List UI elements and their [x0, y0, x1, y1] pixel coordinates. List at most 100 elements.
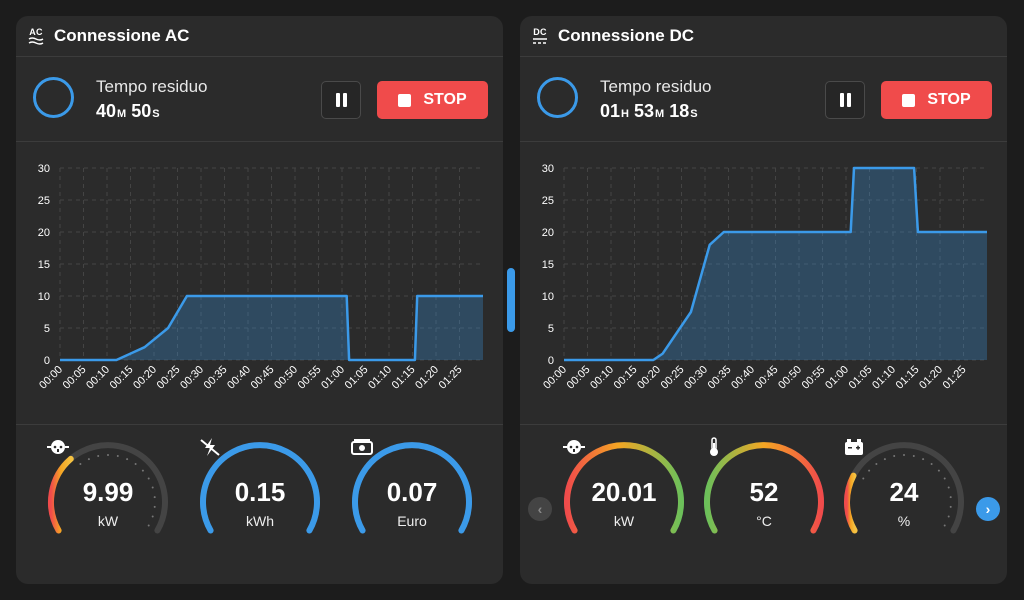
ac-chart-xtick-label: 00:45 — [249, 364, 277, 392]
ac-stop-button[interactable]: STOP — [377, 81, 488, 119]
dc-gauges: ‹ 20.01 kW 52 °C 24 % › — [520, 425, 1007, 584]
dc-icon: DC — [533, 26, 547, 44]
ac-panel: AC Connessione AC Tempo residuo 40M 50S S… — [16, 16, 503, 584]
ac-cost-gauge: 0.07 Euro — [347, 437, 477, 577]
dc-chart-ytick-label: 15 — [542, 259, 554, 271]
ac-seconds-unit: S — [152, 108, 160, 120]
dc-gauge-tick — [937, 469, 940, 472]
dc-chart-xtick-label: 00:45 — [753, 364, 781, 392]
dc-hours-unit: H — [621, 108, 629, 120]
ac-chart-ytick-label: 20 — [38, 227, 50, 239]
ac-gauge-tick — [153, 496, 156, 499]
ac-gauge-tick — [116, 455, 119, 457]
ac-gauge-tick — [151, 515, 154, 518]
dc-seconds: 18 — [669, 101, 690, 121]
ac-gauge-fill — [352, 442, 472, 534]
dc-power-gauge: 20.01 kW — [559, 437, 689, 577]
dc-chart-xtick-label: 01:10 — [870, 364, 898, 392]
plug-icon — [47, 440, 69, 454]
dc-minutes-unit: M — [655, 108, 665, 120]
ac-chart-xtick-label: 00:35 — [202, 364, 230, 392]
pause-icon — [839, 93, 844, 107]
ac-gauge-tick — [87, 458, 90, 461]
gauges-next-button[interactable]: › — [976, 497, 1000, 521]
ac-gauge-fill — [48, 455, 74, 534]
ac-chart-series-line — [60, 294, 483, 362]
ac-chart-xtick-label: 00:25 — [155, 364, 183, 392]
ac-gauge-tick — [141, 469, 144, 472]
ac-chart-xtick-label: 01:05 — [343, 364, 371, 392]
dc-panel: DC Connessione DC Tempo residuo 01H 53M 18… — [520, 16, 1007, 584]
dc-gauge-tick — [883, 458, 886, 461]
dc-power-unit: kW — [613, 513, 635, 529]
dc-temperature-gauge: 52 °C — [699, 437, 829, 577]
dc-header: DC Connessione DC — [520, 16, 1007, 57]
dc-gauge-tick — [947, 486, 950, 489]
ac-gauge-tick — [107, 454, 109, 456]
dc-chart-xtick-label: 00:00 — [541, 364, 569, 392]
ac-seconds: 50 — [131, 101, 152, 121]
dc-battery-gauge: 24 % — [839, 437, 969, 577]
ac-gauge-tick — [126, 458, 129, 461]
ac-header: AC Connessione AC — [16, 16, 503, 57]
dc-chart-xtick-label: 00:30 — [682, 364, 710, 392]
dc-chart-ytick-label: 0 — [548, 355, 554, 367]
dc-timer-value: 01H 53M 18S — [600, 101, 703, 122]
dc-chart: 0 5 10 15 20 25 30 00:00 00:05 00:10 00:15 00:20 00:… — [520, 142, 1007, 425]
dc-timer-ring — [537, 77, 578, 118]
ac-chart-xtick-label: 00:50 — [272, 364, 300, 392]
dc-gauge-tick — [949, 505, 952, 508]
dc-stop-label: STOP — [927, 91, 971, 108]
ac-chart-xtick-label: 00:10 — [84, 364, 112, 392]
dc-gauge-tick — [912, 455, 915, 457]
dc-gauge-fill — [704, 442, 824, 534]
ac-chart-xtick-label: 00:00 — [37, 364, 65, 392]
ac-chart-xtick-label: 00:30 — [178, 364, 206, 392]
ac-chart-series-area — [60, 296, 483, 360]
dc-chart-xtick-label: 00:10 — [588, 364, 616, 392]
ac-gauge-tick — [97, 455, 100, 457]
stop-icon — [902, 93, 916, 107]
dc-chart-ytick-label: 5 — [548, 323, 554, 335]
ac-pause-button[interactable] — [321, 81, 361, 119]
energy-icon — [200, 438, 220, 456]
battery-icon — [845, 439, 863, 455]
dc-gauge-fill — [564, 442, 684, 534]
dc-hours: 01 — [600, 101, 621, 121]
ac-chart: 0 5 10 15 20 25 30 00:00 00:05 00:10 00:15 00:20 00:… — [16, 142, 503, 425]
dc-gauge-tick — [943, 477, 946, 480]
ac-gauges: 9.99 kW 0.15 kWh 0.07 Euro — [16, 425, 503, 584]
dc-chart-xtick-label: 01:05 — [847, 364, 875, 392]
dc-gauge-fill — [844, 472, 858, 534]
ac-chart-xtick-label: 01:25 — [437, 364, 465, 392]
dc-chart-xtick-label: 01:25 — [941, 364, 969, 392]
scroll-indicator[interactable] — [507, 268, 515, 332]
dc-temperature-value: 52 — [749, 477, 779, 507]
ac-chart-ytick-label: 30 — [38, 163, 50, 175]
ac-chart-svg: 05101520253000:0000:0500:1000:1500:2000:… — [37, 163, 483, 392]
dc-pause-button[interactable] — [825, 81, 865, 119]
ac-chart-xtick-label: 01:15 — [390, 364, 418, 392]
ac-chart-xtick-label: 01:10 — [366, 364, 394, 392]
ac-chart-ytick-label: 10 — [38, 291, 50, 303]
ac-chart-xtick-label: 00:55 — [296, 364, 324, 392]
dc-stop-button[interactable]: STOP — [881, 81, 992, 119]
ac-timer: Tempo residuo 40M 50S STOP — [16, 57, 503, 142]
ac-timer-value: 40M 50S — [96, 101, 165, 122]
ac-minutes-unit: M — [117, 108, 127, 120]
ac-chart-xtick-label: 00:15 — [108, 364, 136, 392]
dc-chart-xtick-label: 01:00 — [823, 364, 851, 392]
dc-chart-xtick-label: 00:40 — [729, 364, 757, 392]
ac-chart-ytick-label: 0 — [44, 355, 50, 367]
ac-energy-value: 0.15 — [234, 477, 286, 507]
ac-icon: AC — [26, 26, 46, 46]
dc-chart-xtick-label: 01:20 — [917, 364, 945, 392]
ac-stop-label: STOP — [423, 91, 467, 108]
ac-power-value: 9.99 — [82, 477, 134, 507]
ac-chart-ytick-label: 15 — [38, 259, 50, 271]
ac-title: Connessione AC — [54, 26, 190, 45]
dc-chart-series-line — [564, 166, 987, 362]
dc-chart-xtick-label: 00:55 — [800, 364, 828, 392]
gauges-prev-button[interactable]: ‹ — [528, 497, 552, 521]
dc-chart-xtick-label: 00:05 — [565, 364, 593, 392]
